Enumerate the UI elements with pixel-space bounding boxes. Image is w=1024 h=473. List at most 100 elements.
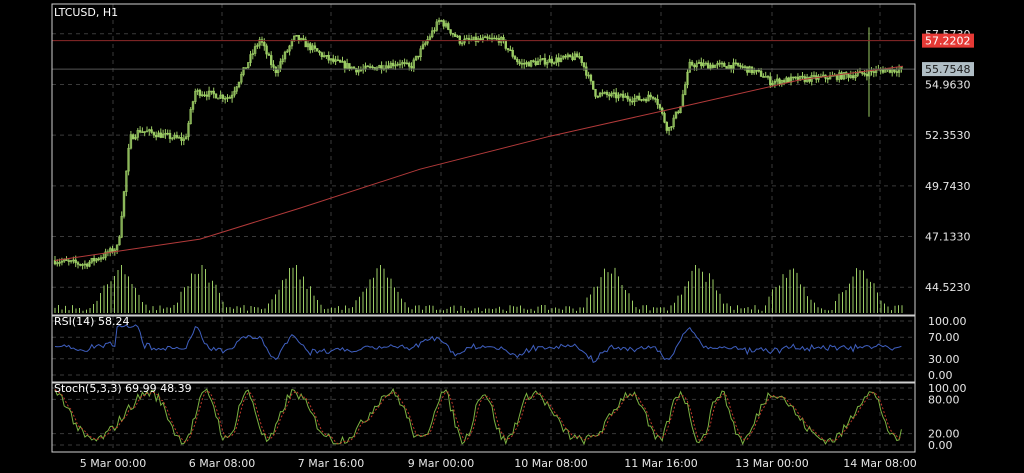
candle-body (626, 95, 629, 100)
time-tick-label: 13 Mar 00:00 (735, 457, 808, 470)
rsi-label: RSI(14) 58.24 (54, 315, 129, 328)
candle-body (311, 45, 314, 51)
candle-body (849, 75, 853, 78)
candle-body (152, 132, 156, 136)
candle-body (155, 134, 158, 138)
candle-body (472, 36, 475, 41)
candle-body (219, 94, 222, 99)
candle-body (525, 62, 528, 65)
candle-body (187, 123, 190, 138)
candle-body (695, 63, 698, 68)
time-tick-label: 9 Mar 00:00 (408, 457, 474, 470)
candle-body (453, 33, 457, 37)
candle-body (145, 130, 149, 133)
candle-body (449, 29, 452, 34)
panel-frame (51, 3, 916, 316)
candle-body (180, 136, 183, 141)
time-tick-label: 14 Mar 08:00 (843, 457, 916, 470)
candle-body (764, 76, 767, 78)
candle-body (465, 37, 468, 40)
candle-body (539, 59, 542, 62)
candle-body (585, 66, 588, 76)
candle-body (341, 61, 344, 63)
candle-body (752, 70, 756, 74)
candle-body (182, 138, 185, 141)
candle-body (428, 36, 432, 40)
candle-body (111, 248, 114, 253)
time-tick-label: 7 Mar 16:00 (298, 457, 364, 470)
price-tag-label: 57.2202 (925, 35, 971, 48)
candle-body (217, 97, 220, 100)
stoch-main-line (54, 387, 902, 446)
candle-body (315, 48, 319, 52)
candle-body (881, 69, 885, 73)
price-tag-box (922, 33, 974, 48)
candle-body (69, 260, 73, 262)
candle-body (683, 84, 687, 95)
candle-body (161, 133, 165, 138)
rsi-tick-label: 0.00 (928, 369, 953, 382)
candle-body (775, 78, 779, 82)
candle-body (741, 66, 744, 68)
candle-body (587, 74, 590, 77)
candle-body (504, 40, 507, 49)
candle-body (571, 56, 574, 60)
candle-body (318, 50, 321, 53)
candle-body (771, 82, 774, 86)
candle-body (233, 90, 236, 96)
stoch-tick-label: 80.00 (928, 393, 960, 406)
candle-body (447, 23, 450, 30)
stoch-signal-line (54, 389, 902, 445)
candle-body (856, 72, 859, 76)
candle-body (674, 111, 678, 119)
candle-body (778, 78, 781, 85)
candle-body (421, 44, 425, 50)
candle-body (336, 59, 340, 62)
candle-body (343, 61, 346, 69)
price-tick-label: 49.7430 (925, 180, 971, 193)
candle-body (205, 94, 208, 97)
candle-body (253, 46, 257, 54)
candle-body (125, 170, 128, 192)
candle-body (725, 66, 728, 69)
candle-body (143, 131, 146, 133)
candle-body (693, 64, 696, 68)
candle-body (536, 60, 540, 66)
time-tick-label: 10 Mar 08:00 (514, 457, 587, 470)
candle-body (635, 95, 639, 99)
candle-body (90, 258, 94, 263)
candle-body (120, 215, 123, 238)
candle-body (240, 74, 243, 83)
candle-body (842, 72, 846, 80)
candle-body (76, 262, 80, 265)
candle-body (608, 94, 611, 97)
candle-body (872, 71, 876, 73)
candle-body (258, 39, 261, 46)
candle-body (603, 91, 606, 94)
candle-body (658, 104, 662, 109)
candle-body (718, 62, 721, 65)
candle-body (792, 76, 795, 79)
candle-body (663, 113, 666, 123)
candle-body (198, 89, 202, 96)
candle-body (490, 37, 494, 40)
candle-body (191, 101, 195, 110)
panel-frame (51, 315, 916, 383)
candle-body (782, 80, 786, 83)
candle-body (847, 74, 850, 78)
moving-average-line (54, 65, 904, 261)
candle-body (545, 62, 549, 65)
candle-body (759, 70, 763, 77)
candle-body (210, 90, 213, 93)
candle-body (136, 130, 139, 138)
candle-body (88, 261, 91, 267)
rsi-line (54, 324, 902, 364)
candle-body (325, 54, 328, 57)
candle-body (651, 96, 655, 99)
candle-body (86, 263, 89, 267)
candle-body (134, 136, 137, 140)
candle-body (329, 58, 333, 61)
candle-body (99, 257, 103, 260)
panel-frame (51, 382, 916, 453)
